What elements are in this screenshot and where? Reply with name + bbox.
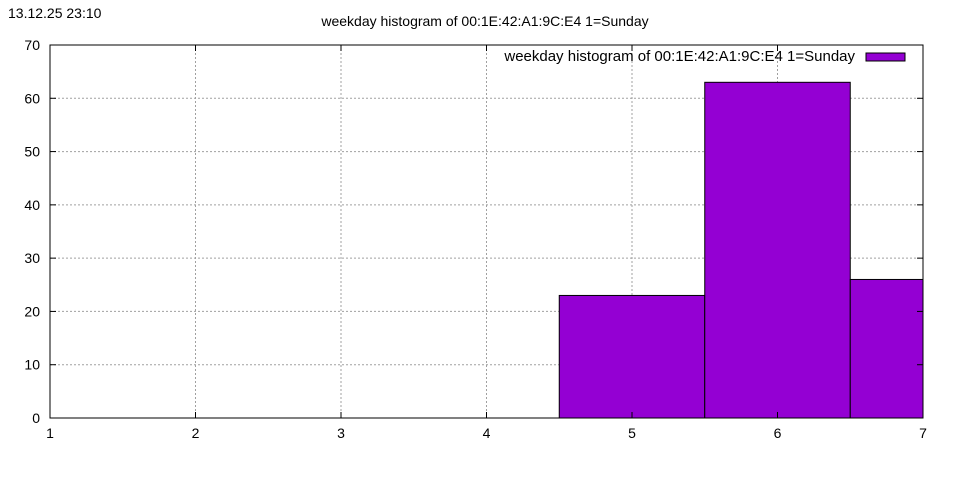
histogram-bar-7	[849, 278, 924, 419]
x-tick-label: 5	[628, 425, 636, 441]
legend-label: weekday histogram of 00:1E:42:A1:9C:E4 1…	[503, 48, 855, 65]
histogram-bar-6	[704, 81, 851, 419]
x-tick-label: 4	[483, 425, 491, 441]
x-tick-label: 7	[919, 425, 927, 441]
legend-swatch	[865, 52, 906, 62]
y-tick-label: 0	[32, 410, 40, 426]
bars	[558, 81, 924, 419]
axis-ticks: 0 10 20 30 40 50 60 70 1 2 3 4 5 6 7	[24, 37, 927, 441]
x-tick-label: 6	[774, 425, 782, 441]
y-tick-label: 60	[24, 90, 40, 106]
y-tick-label: 70	[24, 37, 40, 53]
x-tick-label: 3	[337, 425, 345, 441]
chart-title: weekday histogram of 00:1E:42:A1:9C:E4 1…	[320, 13, 648, 29]
y-tick-label: 50	[24, 144, 40, 160]
x-tick-label: 2	[192, 425, 200, 441]
grid-lines	[50, 45, 923, 418]
legend: weekday histogram of 00:1E:42:A1:9C:E4 1…	[503, 48, 906, 65]
histogram-bar-5	[558, 294, 706, 419]
y-tick-label: 10	[24, 357, 40, 373]
x-tick-label: 1	[46, 425, 54, 441]
y-tick-label: 20	[24, 303, 40, 319]
timestamp: 13.12.25 23:10	[8, 5, 102, 21]
y-tick-label: 30	[24, 250, 40, 266]
y-tick-label: 40	[24, 197, 40, 213]
